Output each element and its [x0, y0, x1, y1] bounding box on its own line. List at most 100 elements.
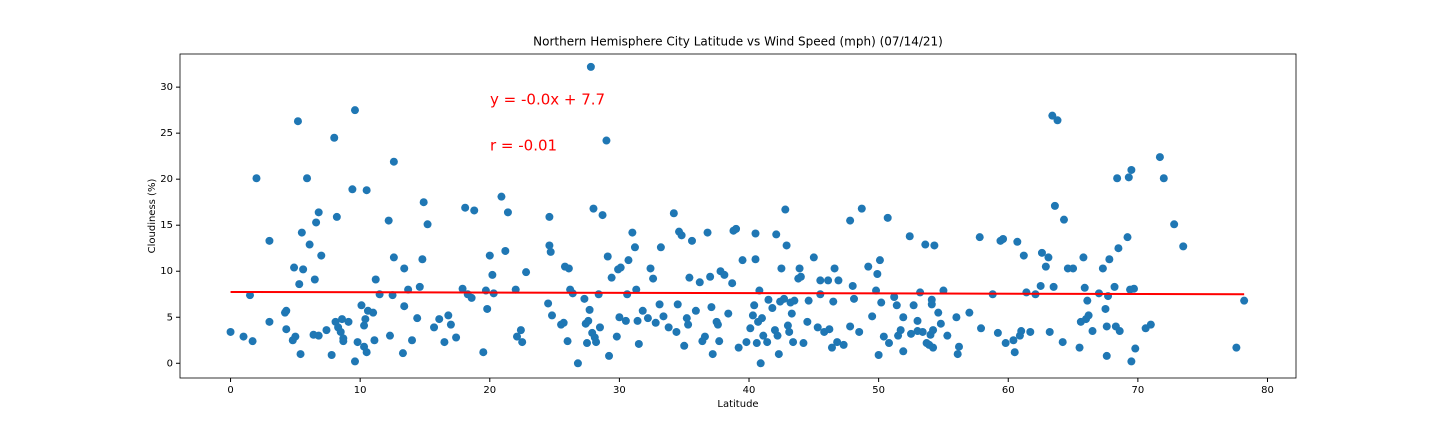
point [446, 320, 455, 329]
point [708, 350, 717, 359]
point [695, 278, 704, 287]
point [763, 338, 772, 347]
point [1102, 351, 1111, 360]
point [291, 332, 300, 341]
point [687, 236, 696, 245]
x-tick-label: 60 [1002, 385, 1015, 396]
point [659, 312, 668, 321]
point [370, 336, 379, 345]
point [361, 315, 370, 324]
point [248, 337, 257, 346]
point [833, 338, 842, 347]
point [921, 240, 930, 249]
point [327, 350, 336, 359]
point [728, 279, 737, 288]
point [646, 264, 655, 273]
point [930, 241, 939, 250]
y-tick-label: 30 [160, 82, 173, 93]
point [680, 341, 689, 350]
point [467, 293, 476, 302]
point [435, 315, 444, 324]
point [595, 323, 604, 332]
point [518, 338, 527, 347]
x-tick-label: 20 [483, 385, 496, 396]
point [1105, 255, 1114, 264]
point [685, 273, 694, 282]
point [1102, 322, 1111, 331]
point [226, 327, 235, 336]
point [1123, 233, 1132, 242]
point [855, 327, 864, 336]
point [772, 230, 781, 239]
y-tick-label: 0 [167, 358, 173, 369]
point [795, 264, 804, 273]
point [350, 357, 359, 366]
point [879, 332, 888, 341]
point [764, 295, 773, 304]
point [632, 285, 641, 294]
y-tick-label: 15 [160, 220, 173, 231]
point [873, 269, 882, 278]
point [299, 265, 308, 274]
point [1088, 327, 1097, 336]
point [827, 343, 836, 352]
point [829, 297, 838, 306]
point [965, 308, 974, 317]
point [782, 241, 791, 250]
point [589, 204, 598, 213]
point [892, 301, 901, 310]
point [353, 338, 362, 347]
point [303, 174, 312, 183]
point [700, 332, 709, 341]
point [503, 208, 512, 217]
point [907, 329, 916, 338]
point [1127, 165, 1136, 174]
point [418, 255, 427, 264]
point [824, 276, 833, 285]
point [1048, 111, 1057, 120]
point [1083, 296, 1092, 305]
annotation: r = -0.01 [490, 137, 557, 155]
point [875, 256, 884, 265]
point [314, 331, 323, 340]
point [563, 337, 572, 346]
point [825, 325, 834, 334]
point [545, 212, 554, 221]
point [839, 340, 848, 349]
x-tick-label: 40 [743, 385, 756, 396]
point [916, 288, 925, 297]
point [790, 296, 799, 305]
x-tick-label: 0 [227, 385, 233, 396]
point [877, 298, 886, 307]
point [651, 318, 660, 327]
point [953, 350, 962, 359]
point [1114, 244, 1123, 253]
point [664, 323, 673, 332]
point [603, 252, 612, 261]
point [883, 213, 892, 222]
point [1044, 253, 1053, 262]
point [918, 327, 927, 336]
point [252, 174, 261, 183]
point [1127, 357, 1136, 366]
point [332, 212, 341, 221]
point [458, 284, 467, 293]
point [592, 338, 601, 347]
point [1129, 284, 1138, 293]
point [774, 350, 783, 359]
point [501, 246, 510, 255]
point [757, 314, 766, 323]
point [799, 339, 808, 348]
point [389, 253, 398, 262]
point [605, 351, 614, 360]
point [488, 270, 497, 279]
point [461, 203, 470, 212]
point [936, 319, 945, 328]
point [312, 218, 321, 227]
point [1026, 327, 1035, 336]
point [1146, 320, 1155, 329]
point [479, 348, 488, 357]
point [1101, 304, 1110, 313]
point [290, 263, 299, 272]
point [338, 315, 347, 324]
